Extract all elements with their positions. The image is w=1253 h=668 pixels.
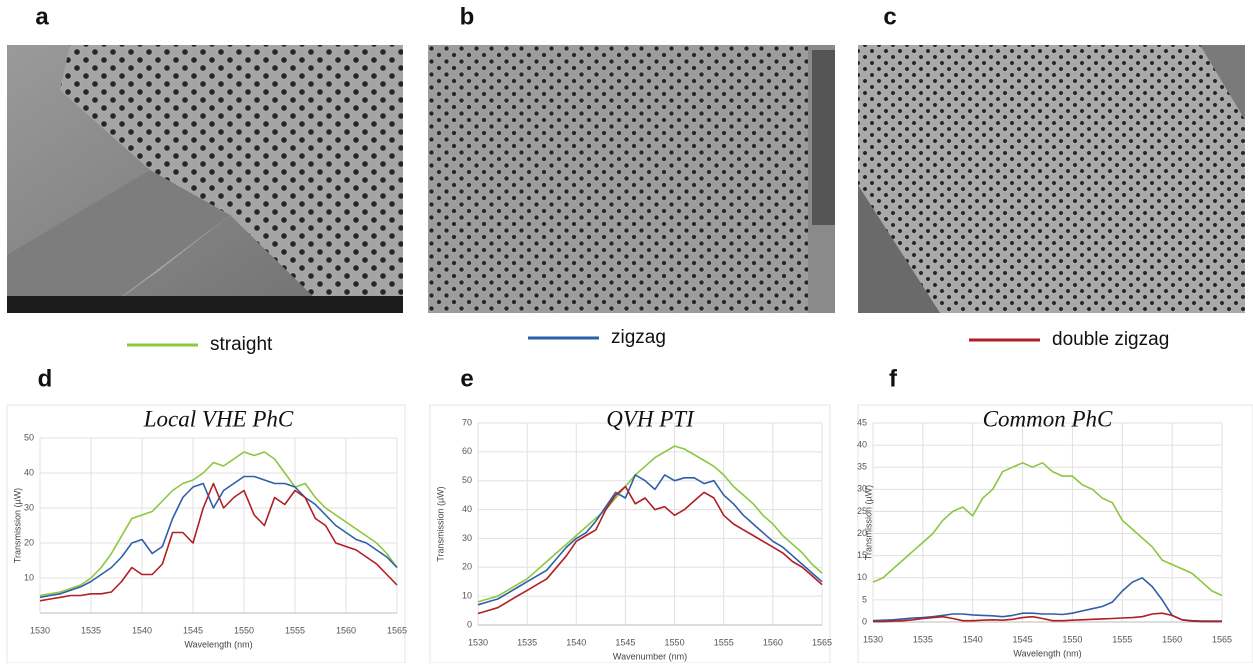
series-line [39,475,398,599]
y-tick-label: 25 [857,506,867,516]
legend-label: zigzag [611,327,666,348]
x-axis-label: Wavelength (nm) [1013,648,1081,658]
y-tick-label: 45 [857,417,867,427]
chart: 10 20 30 40 50 1530 1535 1540 1545 1550 1555 1560 15… [6,404,407,664]
y-tick-label: 30 [857,484,867,494]
y-tick-label: 20 [462,562,472,572]
panel-label: d [38,365,53,392]
panel-label: c [883,3,896,30]
y-tick-label: 60 [462,446,472,456]
sem-image-c [858,45,1245,313]
series-line [873,612,1222,623]
chart: 0 5 10 15 20 25 30 35 40 45 1530 1535 1540 1545 1550 15… [857,404,1253,664]
chart-title: QVH PTI [606,406,695,431]
series-line [39,482,398,602]
series-line [477,485,823,615]
x-tick-label: 1560 [1162,634,1182,644]
x-tick-label: 1545 [615,637,635,647]
legend-label: double zigzag [1052,329,1169,350]
chart-card [429,404,831,664]
x-tick-label: 1555 [714,637,734,647]
y-tick-label: 40 [24,467,34,477]
y-tick-label: 40 [857,439,867,449]
panel-label: b [460,3,475,30]
panel-label: a [35,3,49,30]
y-tick-label: 50 [462,475,472,485]
x-tick-label: 1540 [132,625,152,635]
x-tick-label: 1565 [387,625,407,635]
legend-label: straight [210,334,273,355]
x-tick-label: 1530 [468,637,488,647]
panel-label: e [460,365,473,392]
y-tick-label: 20 [24,537,34,547]
series-line [872,462,1223,597]
series-line [477,474,823,606]
x-axis-label: Wavenumber (nm) [613,651,687,661]
x-tick-label: 1550 [665,637,685,647]
x-tick-label: 1545 [183,625,203,635]
x-tick-label: 1530 [863,634,883,644]
y-tick-label: 20 [857,528,867,538]
y-axis-label: Transmission (µW) [12,488,22,563]
series-line [39,451,398,597]
y-axis-label: Transmission (µW) [435,486,445,561]
panel-label: f [889,365,898,392]
x-axis-label: Wavelength (nm) [184,639,252,649]
x-tick-label: 1540 [566,637,586,647]
y-tick-label: 40 [462,504,472,514]
x-tick-label: 1560 [763,637,783,647]
y-tick-label: 10 [857,572,867,582]
y-tick-label: 50 [24,432,34,442]
y-tick-label: 30 [24,502,34,512]
x-tick-label: 1555 [285,625,305,635]
y-tick-label: 10 [462,591,472,601]
y-tick-label: 5 [862,594,867,604]
y-tick-label: 35 [857,462,867,472]
x-tick-label: 1540 [963,634,983,644]
series-line [872,577,1222,622]
x-tick-label: 1535 [81,625,101,635]
x-tick-label: 1535 [913,634,933,644]
x-tick-label: 1545 [1013,634,1033,644]
x-tick-label: 1550 [234,625,254,635]
x-tick-label: 1555 [1112,634,1132,644]
chart-title: Local VHE PhC [143,406,294,431]
x-tick-label: 1560 [336,625,356,635]
series-line [477,445,823,603]
chart-title: Common PhC [983,406,1113,431]
y-axis-label: Transmission (µW) [863,485,873,560]
x-tick-label: 1550 [1062,634,1082,644]
y-tick-label: 30 [462,533,472,543]
y-tick-label: 70 [462,417,472,427]
x-tick-label: 1530 [30,625,50,635]
y-tick-label: 0 [862,616,867,626]
sem-image-b [428,45,835,313]
y-tick-label: 10 [24,572,34,582]
chart: 0 10 20 30 40 50 60 70 1530 1535 1540 1545 1550 1555 1… [429,404,832,664]
chart-card [6,404,406,664]
x-tick-label: 1535 [517,637,537,647]
x-tick-label: 1565 [1212,634,1232,644]
x-tick-label: 1565 [812,637,832,647]
y-tick-label: 15 [857,550,867,560]
y-tick-label: 0 [467,619,472,629]
sem-image-a [7,45,403,313]
